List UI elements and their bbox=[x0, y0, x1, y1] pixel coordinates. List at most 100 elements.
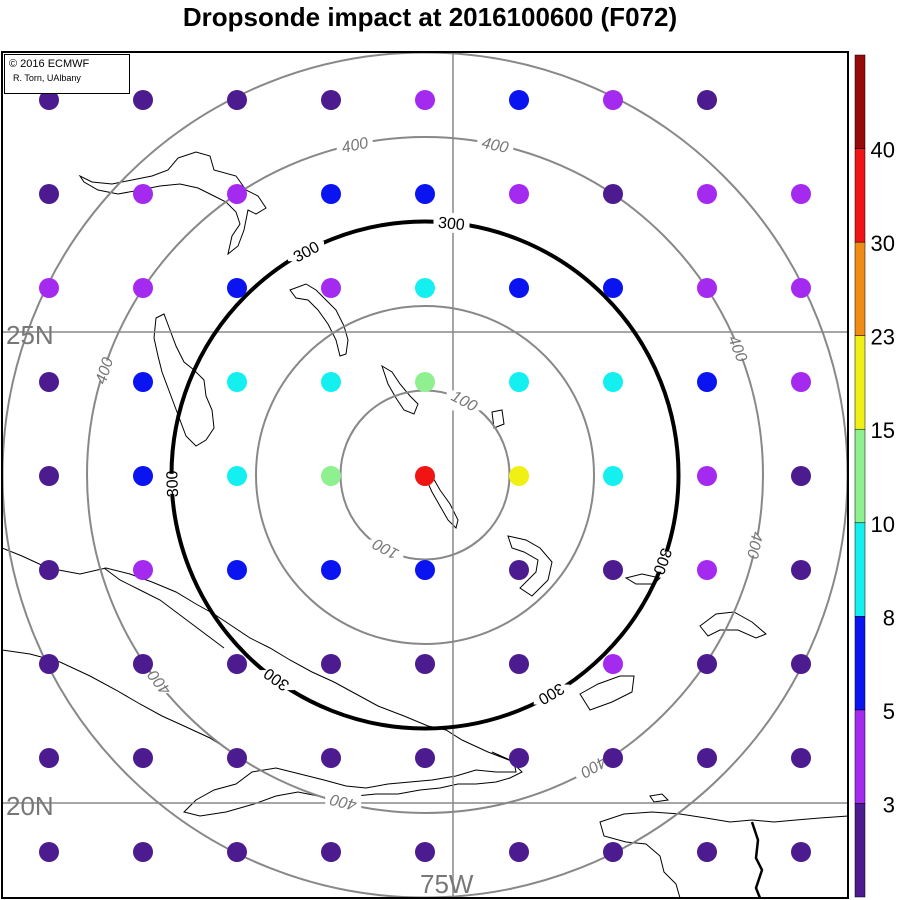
impact-point bbox=[133, 184, 153, 204]
ring-label-300: 300 bbox=[287, 239, 324, 266]
impact-point bbox=[415, 90, 435, 110]
ring-label-300: 300 bbox=[433, 212, 470, 234]
impact-point bbox=[39, 654, 59, 674]
impact-point bbox=[321, 278, 341, 298]
impact-point bbox=[509, 278, 529, 298]
ring-label-400: 400 bbox=[720, 333, 757, 365]
impact-point bbox=[321, 560, 341, 580]
colorbar-bin bbox=[854, 54, 866, 149]
svg-text:400: 400 bbox=[743, 530, 765, 560]
impact-point bbox=[227, 466, 247, 486]
graticule bbox=[2, 52, 848, 898]
impact-point bbox=[791, 278, 811, 298]
colorbar-bin bbox=[854, 148, 866, 243]
impact-point bbox=[321, 90, 341, 110]
impact-point bbox=[603, 748, 623, 768]
impact-point bbox=[509, 466, 529, 486]
coastline-andros bbox=[153, 313, 215, 447]
colorbar-bin bbox=[854, 428, 866, 524]
impact-point bbox=[697, 466, 717, 486]
impact-point bbox=[39, 372, 59, 392]
ring-label-300: 300 bbox=[153, 470, 190, 497]
impact-point bbox=[227, 372, 247, 392]
colorbar-bin bbox=[854, 803, 866, 898]
ring-label-400: 400 bbox=[477, 134, 514, 157]
impact-point bbox=[133, 90, 153, 110]
ring-label-400: 400 bbox=[336, 134, 373, 157]
coastline-cat bbox=[381, 364, 419, 415]
impact-point bbox=[509, 842, 529, 862]
impact-point bbox=[133, 842, 153, 862]
impact-point bbox=[603, 278, 623, 298]
impact-point bbox=[227, 748, 247, 768]
impact-point bbox=[227, 90, 247, 110]
ring-label-100: 100 bbox=[446, 388, 483, 416]
impact-point bbox=[791, 466, 811, 486]
credit-line-2: R. Torn, UAlbany bbox=[13, 73, 81, 83]
colorbar-tick-label: 15 bbox=[871, 418, 895, 443]
svg-text:400: 400 bbox=[480, 135, 510, 157]
svg-text:400: 400 bbox=[93, 356, 117, 387]
coastline-eleuthera bbox=[289, 283, 349, 357]
impact-point bbox=[697, 372, 717, 392]
impact-point bbox=[791, 842, 811, 862]
impact-point bbox=[791, 184, 811, 204]
colorbar-bin bbox=[854, 616, 866, 711]
impact-point bbox=[697, 278, 717, 298]
impact-point bbox=[791, 748, 811, 768]
impact-point bbox=[39, 90, 59, 110]
impact-point bbox=[603, 184, 623, 204]
ring-label-400: 400 bbox=[325, 790, 362, 813]
impact-point bbox=[415, 560, 435, 580]
impact-point bbox=[321, 466, 341, 486]
impact-point bbox=[509, 90, 529, 110]
impact-point bbox=[603, 466, 623, 486]
svg-text:300: 300 bbox=[164, 470, 182, 497]
impact-point bbox=[321, 372, 341, 392]
impact-point bbox=[227, 184, 247, 204]
impact-point bbox=[415, 654, 435, 674]
impact-point bbox=[133, 654, 153, 674]
colorbar-bin bbox=[854, 335, 866, 430]
impact-point bbox=[415, 372, 435, 392]
impact-point bbox=[133, 748, 153, 768]
coastline-long bbox=[420, 468, 459, 529]
impact-point bbox=[415, 748, 435, 768]
impact-point bbox=[603, 560, 623, 580]
coastline-cuba-inner bbox=[103, 567, 225, 649]
impact-point bbox=[697, 654, 717, 674]
impact-point bbox=[133, 278, 153, 298]
impact-point bbox=[603, 372, 623, 392]
ring-label-400: 400 bbox=[737, 530, 774, 560]
coastline-inagua bbox=[579, 675, 635, 711]
impact-point bbox=[321, 654, 341, 674]
coastlines bbox=[2, 151, 848, 898]
coastline-acklins bbox=[507, 535, 553, 597]
range-ring-200 bbox=[255, 305, 595, 645]
impact-point bbox=[415, 184, 435, 204]
impact-point bbox=[227, 842, 247, 862]
colorbar-tick-label: 23 bbox=[871, 325, 895, 350]
map-frame bbox=[1, 51, 849, 899]
impact-point bbox=[415, 278, 435, 298]
lat-label-20n: 20N bbox=[6, 791, 54, 821]
ring-label-400: 400 bbox=[85, 356, 122, 387]
impact-point bbox=[697, 90, 717, 110]
coastline-hispaniola bbox=[599, 811, 848, 898]
impact-point bbox=[791, 372, 811, 392]
coastline-gonave bbox=[649, 793, 670, 803]
range-ring-400 bbox=[86, 136, 764, 814]
ring-label-300: 300 bbox=[533, 679, 570, 707]
coastline-abaco bbox=[78, 151, 267, 256]
lat-label-25n: 25N bbox=[6, 320, 54, 350]
colorbar: 3 5 8 10 15 23 30 40 bbox=[854, 54, 895, 898]
svg-text:400: 400 bbox=[724, 333, 750, 364]
impact-point bbox=[227, 560, 247, 580]
coastline-cuba-west bbox=[2, 649, 247, 763]
colorbar-bin bbox=[854, 709, 866, 804]
impact-point bbox=[509, 654, 529, 674]
impact-point bbox=[603, 842, 623, 862]
impact-point bbox=[321, 748, 341, 768]
credit-line-1: © 2016 ECMWF bbox=[9, 58, 90, 70]
impact-point bbox=[227, 278, 247, 298]
